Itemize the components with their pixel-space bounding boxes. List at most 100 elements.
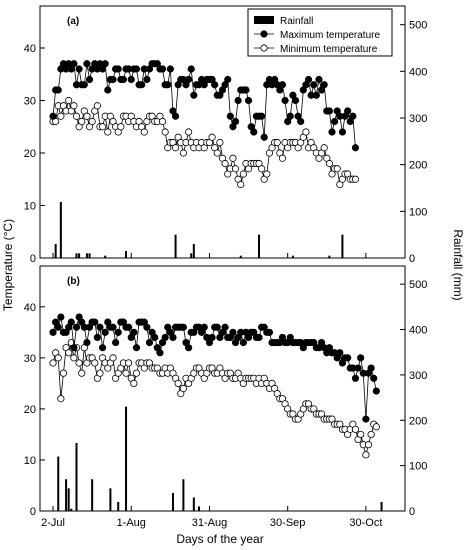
y-left-tick-label: 0 (30, 253, 36, 265)
y-right-tick-label: 500 (409, 20, 427, 32)
min-temp-point (59, 369, 68, 377)
y-left-tick-label: 40 (24, 302, 36, 314)
min-temp-point (333, 165, 341, 173)
max-temp-point (166, 65, 174, 73)
legend-marker (260, 44, 268, 52)
max-temp-point (169, 333, 177, 342)
min-temp-point (78, 369, 86, 377)
max-temp-point (132, 65, 141, 73)
y-right-tick-label: 400 (409, 325, 427, 337)
rainfall-bar (78, 253, 81, 258)
min-temp-point (351, 425, 360, 433)
max-temp-point (320, 81, 328, 89)
min-temp-point (364, 441, 373, 449)
max-temp-point (367, 364, 375, 372)
max-temp-point (75, 65, 83, 73)
rainfall-bar (198, 506, 201, 511)
max-temp-point (336, 349, 344, 357)
rainfall-bar (59, 202, 62, 258)
rainfall-bar (75, 253, 78, 258)
min-temp-point (302, 128, 310, 136)
y-right-tick-label: 300 (409, 370, 427, 382)
max-temp-point (114, 65, 122, 73)
max-temp-point (312, 91, 320, 99)
legend-label: Rainfall (280, 16, 313, 27)
max-temp-point (67, 318, 75, 326)
rainfall-bar (75, 442, 78, 511)
min-temp-point (57, 112, 65, 120)
y-right-tick-label: 500 (409, 279, 427, 291)
max-temp-point (49, 112, 57, 120)
max-temp-point (362, 415, 370, 423)
y-left-tick-label: 10 (24, 201, 36, 213)
max-temp-point (239, 338, 247, 347)
max-temp-point (83, 60, 91, 68)
max-temp-point (234, 96, 242, 105)
y-right-axis-title: Rainfall (mm) (451, 229, 464, 300)
max-temp-point (85, 75, 94, 84)
max-temp-point (372, 387, 380, 395)
max-temp-point (49, 328, 57, 336)
min-temp-point (70, 354, 78, 362)
max-temp-point (54, 86, 62, 94)
min-temp-point (237, 180, 245, 189)
max-temp-point (221, 323, 229, 331)
max-temp-point (93, 333, 101, 342)
rainfall-bar (54, 244, 57, 258)
max-temp-point (226, 112, 234, 120)
max-temp-point (161, 333, 169, 342)
min-temp-point (161, 128, 169, 136)
y-right-tick-label: 200 (409, 160, 427, 172)
max-temp-point (171, 112, 180, 120)
y-left-tick-label: 10 (24, 455, 36, 467)
max-temp-point (304, 75, 313, 84)
max-temp-point (109, 323, 117, 331)
min-temp-point (362, 451, 370, 459)
max-temp-point (138, 81, 146, 89)
max-temp-point (130, 328, 138, 336)
max-temp-point (242, 86, 250, 94)
x-tick-label: 31-Aug (192, 517, 227, 529)
min-temp-point (179, 384, 187, 393)
min-temp-point (109, 354, 117, 362)
max-temp-point (281, 96, 289, 105)
y-left-tick-label: 40 (24, 43, 36, 55)
min-temp-point (278, 154, 287, 162)
max-temp-point (127, 75, 135, 84)
max-temp-point (231, 117, 240, 126)
max-temp-point (211, 81, 219, 89)
rainfall-bar (85, 253, 88, 258)
max-temp-point (351, 144, 360, 152)
max-temp-point (101, 60, 109, 68)
min-temp-point (78, 117, 86, 126)
max-temp-point (185, 75, 193, 84)
max-temp-point (125, 323, 133, 331)
panel-label: (a) (67, 16, 79, 27)
legend-label: Maximum temperature (280, 30, 380, 41)
max-temp-point (344, 354, 352, 362)
min-temp-point (140, 128, 148, 136)
max-temp-point (315, 75, 323, 84)
y-right-tick-label: 200 (409, 415, 427, 427)
rainfall-bar (328, 255, 331, 258)
rainfall-bar (239, 255, 242, 258)
min-temp-point (49, 359, 57, 367)
max-temp-point (278, 81, 287, 89)
rainfall-bar (171, 492, 174, 511)
legend-label: Minimum temperature (280, 44, 378, 55)
max-temp-point (143, 75, 151, 84)
max-temp-point (114, 328, 122, 336)
y-left-tick-label: 30 (24, 96, 36, 108)
max-temp-point (325, 107, 333, 115)
rainfall-bar (70, 508, 73, 511)
max-temp-point (151, 333, 159, 342)
rainfall-bar (91, 479, 94, 511)
y-left-tick-label: 20 (24, 148, 36, 160)
max-temp-point (70, 344, 78, 352)
min-temp-point (231, 165, 240, 173)
x-tick-label: 30-Sep (270, 517, 305, 529)
y-left-tick-label: 20 (24, 404, 36, 416)
rainfall-bar (192, 497, 195, 511)
